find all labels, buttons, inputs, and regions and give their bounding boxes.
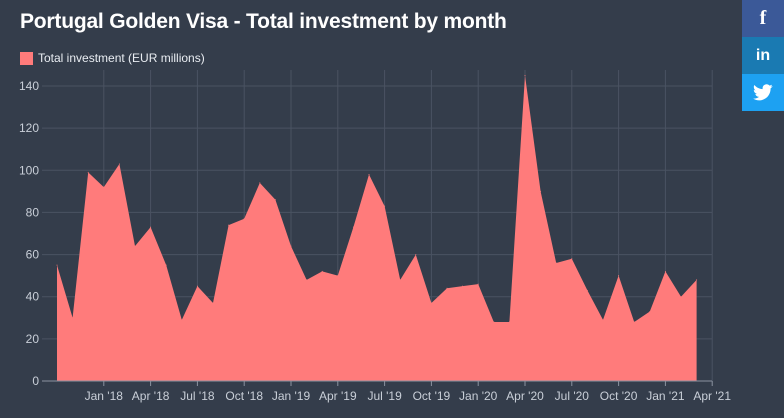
- legend-label: Total investment (EUR millions): [38, 51, 205, 65]
- data-point: [118, 163, 120, 165]
- data-point: [212, 302, 214, 304]
- y-tick-label: 120: [19, 121, 39, 135]
- data-point: [477, 283, 479, 285]
- x-tick-label: Jul '20: [555, 389, 590, 403]
- x-tick-label: Jan '18: [85, 389, 124, 403]
- data-point: [399, 279, 401, 281]
- data-point: [228, 224, 230, 226]
- y-tick-label: 20: [26, 332, 40, 346]
- data-point: [555, 262, 557, 264]
- x-tick-label: Jul '19: [367, 389, 402, 403]
- x-tick-label: Jul '18: [180, 389, 215, 403]
- data-point: [103, 186, 105, 188]
- data-point: [290, 245, 292, 247]
- data-point: [165, 264, 167, 266]
- data-point: [384, 205, 386, 207]
- chart-title: Portugal Golden Visa - Total investment …: [20, 10, 507, 33]
- x-tick-label: Oct '20: [600, 389, 638, 403]
- x-tick-label: Apr '21: [693, 389, 731, 403]
- data-point: [415, 254, 417, 256]
- y-tick-label: 40: [26, 290, 40, 304]
- x-tick-label: Apr '20: [506, 389, 544, 403]
- share-bar: f in: [742, 0, 784, 112]
- data-point: [337, 275, 339, 277]
- x-tick-label: Jan '21: [646, 389, 685, 403]
- data-point: [649, 310, 651, 312]
- data-point: [87, 171, 89, 173]
- data-point: [321, 270, 323, 272]
- data-point: [56, 264, 58, 266]
- data-point: [508, 321, 510, 323]
- x-tick-label: Oct '19: [413, 389, 451, 403]
- data-point: [493, 321, 495, 323]
- data-point: [259, 182, 261, 184]
- data-point: [571, 258, 573, 260]
- twitter-share-button[interactable]: [742, 74, 784, 111]
- data-point: [664, 270, 666, 272]
- data-point: [306, 279, 308, 281]
- data-point: [446, 287, 448, 289]
- y-tick-label: 140: [19, 79, 39, 93]
- twitter-icon: [753, 84, 773, 101]
- data-point: [540, 190, 542, 192]
- data-point: [430, 302, 432, 304]
- data-point: [586, 289, 588, 291]
- data-point: [602, 319, 604, 321]
- y-tick-label: 80: [26, 205, 40, 219]
- facebook-icon: f: [759, 7, 767, 29]
- x-tick-label: Apr '19: [319, 389, 357, 403]
- series-area: [57, 75, 697, 381]
- x-tick-label: Oct '18: [225, 389, 263, 403]
- data-point: [524, 74, 526, 76]
- legend[interactable]: Total investment (EUR millions): [20, 51, 205, 65]
- data-point: [181, 319, 183, 321]
- data-point: [680, 296, 682, 298]
- data-point: [196, 285, 198, 287]
- linkedin-share-button[interactable]: in: [742, 37, 784, 74]
- y-tick-label: 0: [32, 374, 39, 388]
- data-point: [618, 275, 620, 277]
- x-tick-label: Jan '20: [459, 389, 498, 403]
- x-tick-label: Apr '18: [132, 389, 170, 403]
- data-point: [696, 279, 698, 281]
- data-point: [633, 321, 635, 323]
- linkedin-icon: in: [755, 46, 771, 64]
- y-tick-label: 60: [26, 248, 40, 262]
- x-tick-label: Jan '19: [272, 389, 311, 403]
- y-tick-label: 100: [19, 163, 39, 177]
- data-point: [368, 174, 370, 175]
- data-point: [352, 226, 354, 228]
- data-point: [243, 218, 245, 220]
- legend-swatch: [20, 51, 33, 65]
- data-point: [72, 317, 74, 319]
- data-point: [150, 226, 152, 228]
- facebook-share-button[interactable]: f: [742, 0, 784, 37]
- data-point: [462, 285, 464, 287]
- data-point: [134, 245, 136, 247]
- data-point: [274, 199, 276, 201]
